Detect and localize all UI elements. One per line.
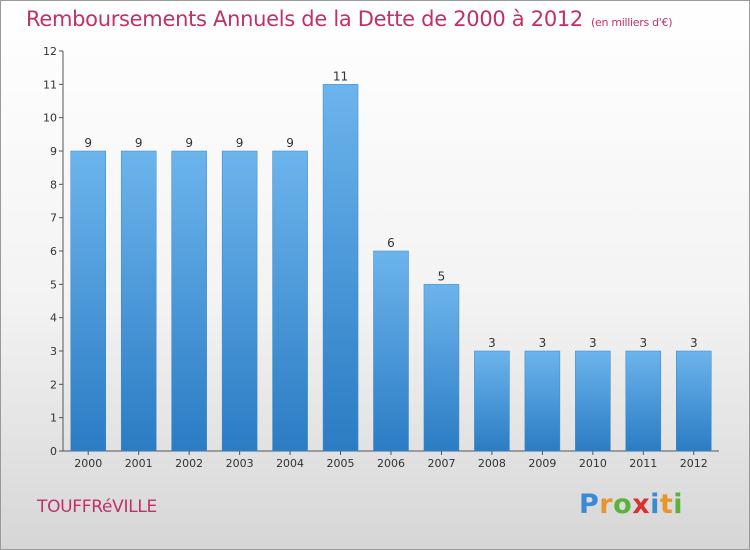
bar — [625, 350, 662, 452]
x-tick-label: 2008 — [478, 457, 506, 470]
data-label: 6 — [387, 236, 395, 250]
x-tick-label: 2011 — [629, 457, 657, 470]
logo-letter: t — [659, 489, 674, 520]
logo-letter: x — [632, 489, 651, 520]
bar — [474, 350, 510, 452]
bar — [322, 84, 359, 452]
data-label: 9 — [286, 136, 294, 150]
x-tick-label: 2001 — [125, 457, 153, 470]
data-label: 3 — [539, 336, 547, 350]
bar — [524, 350, 561, 452]
data-label: 11 — [333, 69, 348, 83]
town-name: TOUFFRéVILLE — [37, 497, 157, 517]
y-tick-label: 7 — [50, 212, 57, 225]
chart-title: Remboursements Annuels de la Dette de 20… — [26, 7, 672, 31]
bar — [120, 150, 157, 452]
data-label: 3 — [690, 336, 698, 350]
data-label: 9 — [185, 136, 193, 150]
y-tick-label: 1 — [50, 412, 57, 425]
bar — [423, 284, 460, 452]
logo-letter: o — [613, 489, 633, 520]
data-label: 3 — [589, 336, 597, 350]
logo-letter: r — [599, 489, 614, 520]
bar — [373, 250, 409, 452]
bar — [575, 350, 611, 452]
y-tick-label: 3 — [50, 345, 57, 358]
bar — [171, 150, 207, 452]
data-label: 5 — [438, 269, 446, 283]
y-tick-label: 12 — [43, 45, 57, 58]
x-tick-label: 2010 — [579, 457, 607, 470]
bar — [221, 150, 258, 452]
bar — [70, 150, 106, 452]
proxiti-logo: Proxiti — [579, 489, 683, 520]
y-tick-label: 6 — [50, 245, 57, 258]
y-tick-label: 8 — [50, 178, 57, 191]
x-tick-label: 2000 — [74, 457, 102, 470]
x-tick-label: 2002 — [175, 457, 203, 470]
x-tick-label: 2006 — [377, 457, 405, 470]
y-tick-label: 10 — [43, 112, 57, 125]
x-tick-label: 2005 — [327, 457, 355, 470]
x-tick-label: 2007 — [427, 457, 455, 470]
logo-letter: i — [650, 489, 660, 520]
y-tick-label: 2 — [50, 378, 57, 391]
x-tick-label: 2003 — [226, 457, 254, 470]
data-label: 3 — [488, 336, 496, 350]
x-tick-label: 2004 — [276, 457, 304, 470]
logo-letter: i — [673, 489, 684, 520]
y-tick-label: 0 — [50, 445, 57, 458]
data-label: 9 — [84, 136, 92, 150]
y-tick-label: 11 — [43, 78, 57, 91]
y-tick-label: 9 — [50, 145, 57, 158]
y-tick-label: 5 — [50, 278, 57, 291]
data-label: 9 — [135, 136, 143, 150]
bar — [676, 350, 712, 452]
x-tick-label: 2012 — [680, 457, 708, 470]
chart-title-text: Remboursements Annuels de la Dette de 20… — [26, 7, 583, 31]
bar — [272, 150, 308, 452]
data-label: 3 — [639, 336, 647, 350]
x-tick-label: 2009 — [528, 457, 556, 470]
data-label: 9 — [236, 136, 244, 150]
y-tick-label: 4 — [50, 312, 57, 325]
logo-letter: P — [579, 489, 600, 520]
chart-subtitle: (en milliers d'€) — [591, 16, 673, 29]
